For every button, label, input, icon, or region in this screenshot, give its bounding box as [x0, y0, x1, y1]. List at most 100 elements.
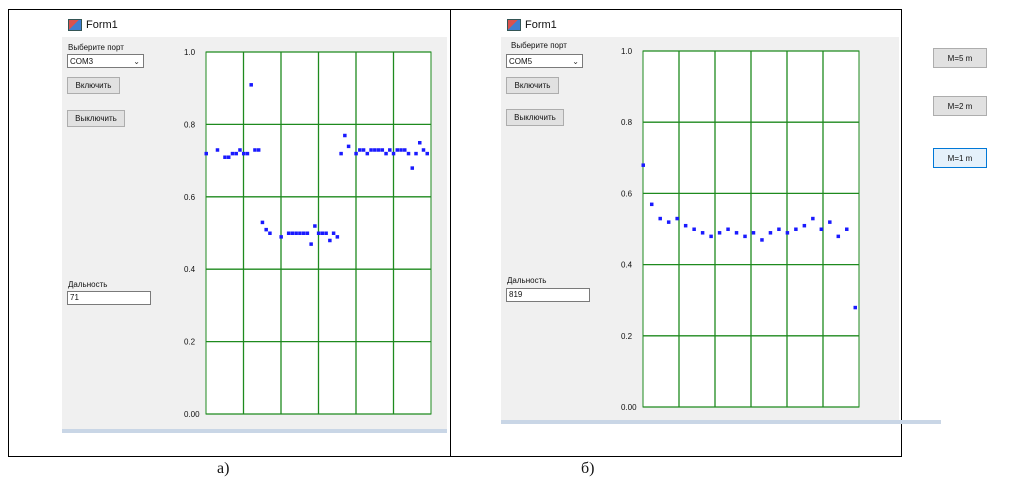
y-tick-label: 0.6 — [621, 189, 633, 198]
chevron-down-icon[interactable]: ⌄ — [133, 56, 140, 66]
chart-left: 1.0 0.8 0.6 0.4 0.2 0.00 — [168, 47, 444, 422]
data-point — [324, 231, 328, 235]
data-point — [305, 231, 310, 235]
data-point — [410, 166, 415, 170]
data-point — [245, 151, 250, 156]
scale-button-2m[interactable]: M=2 m — [933, 96, 987, 116]
data-point — [683, 223, 688, 228]
data-point — [376, 148, 381, 152]
data-point — [256, 148, 261, 152]
data-point — [354, 151, 358, 156]
data-point — [294, 231, 298, 235]
window-bottom-strip — [501, 420, 941, 424]
data-point — [418, 141, 422, 145]
data-point — [369, 148, 373, 152]
form-window-left: Form1 Выберите порт COM3 ⌄ Включить Выкл… — [62, 12, 447, 430]
port-select-value: COM5 — [509, 56, 533, 66]
y-tick-label: 0.6 — [184, 193, 196, 202]
data-point — [223, 155, 227, 159]
data-point — [241, 151, 246, 156]
data-point — [751, 231, 756, 235]
scale-button-5m[interactable]: M=5 m — [933, 48, 987, 68]
data-point — [335, 235, 340, 239]
title-bar: Form1 — [501, 12, 899, 37]
data-point — [666, 220, 671, 224]
data-point — [249, 83, 253, 87]
data-point — [425, 151, 429, 156]
data-point — [313, 224, 317, 228]
chart-left-svg: 1.0 0.8 0.6 0.4 0.2 0.00 — [184, 48, 432, 419]
chart-right-svg: 1.0 0.8 0.6 0.4 0.2 0.00 — [621, 47, 860, 412]
distance-field[interactable]: 819 — [506, 288, 590, 302]
data-point — [649, 202, 654, 207]
data-point — [828, 220, 832, 224]
data-point — [406, 151, 411, 156]
y-tick-label: 0.00 — [621, 403, 637, 412]
y-tick-label: 1.0 — [184, 48, 196, 57]
data-point — [692, 227, 696, 231]
window-title: Form1 — [86, 18, 118, 31]
data-point — [365, 151, 370, 156]
data-point — [328, 238, 332, 243]
y-tick-label: 1.0 — [621, 47, 633, 56]
data-point — [384, 151, 388, 156]
data-point — [777, 227, 781, 231]
distance-label: Дальность — [507, 276, 547, 285]
port-label: Выберите порт — [511, 41, 567, 50]
y-tick-label: 0.4 — [184, 265, 196, 274]
data-point — [298, 231, 302, 235]
y-tick-label: 0.2 — [184, 338, 196, 347]
data-point — [215, 148, 220, 152]
figure-frame — [8, 9, 902, 457]
data-point — [346, 144, 351, 149]
data-point — [230, 151, 235, 156]
data-point — [726, 227, 730, 231]
data-point — [399, 148, 403, 152]
data-point — [700, 231, 705, 235]
scale-button-1m[interactable]: M=1 m — [933, 148, 987, 168]
data-point — [268, 231, 272, 235]
data-point — [414, 151, 418, 156]
app-icon — [68, 18, 82, 31]
data-point — [395, 148, 400, 152]
port-select[interactable]: COM3 ⌄ — [67, 54, 144, 68]
data-point — [845, 227, 849, 231]
data-point — [380, 148, 385, 152]
data-point — [388, 148, 392, 152]
window-title: Form1 — [525, 18, 557, 31]
data-point — [675, 216, 679, 221]
caption-a: а) — [217, 460, 230, 477]
figure-divider — [450, 9, 451, 456]
data-point — [734, 231, 739, 235]
data-point — [853, 305, 857, 310]
form-window-right: Form1 Выберите порт COM5 ⌄ Включить Выкл… — [501, 12, 899, 420]
data-point — [358, 148, 362, 152]
y-tick-label: 0.8 — [184, 120, 196, 129]
data-point — [658, 216, 662, 221]
data-point — [238, 148, 242, 152]
connect-button[interactable]: Включить — [506, 77, 559, 94]
data-point — [743, 234, 747, 239]
data-point — [361, 148, 366, 152]
data-point — [331, 231, 336, 235]
data-point — [226, 155, 231, 159]
data-point — [320, 231, 325, 235]
port-select[interactable]: COM5 ⌄ — [506, 54, 583, 68]
data-point — [709, 234, 713, 239]
data-point — [802, 223, 807, 228]
data-point — [760, 238, 764, 242]
data-point — [717, 231, 722, 235]
disconnect-button[interactable]: Выключить — [506, 109, 564, 126]
distance-label: Дальность — [68, 280, 108, 289]
data-point — [373, 148, 377, 152]
data-point — [421, 148, 426, 152]
disconnect-button[interactable]: Выключить — [67, 110, 125, 127]
window-bottom-strip — [62, 429, 447, 433]
data-point — [253, 148, 257, 152]
connect-button[interactable]: Включить — [67, 77, 120, 94]
app-icon — [507, 18, 521, 31]
chevron-down-icon[interactable]: ⌄ — [572, 56, 579, 66]
distance-field[interactable]: 71 — [67, 291, 151, 305]
y-tick-label: 0.8 — [621, 118, 633, 127]
data-point — [811, 216, 815, 221]
